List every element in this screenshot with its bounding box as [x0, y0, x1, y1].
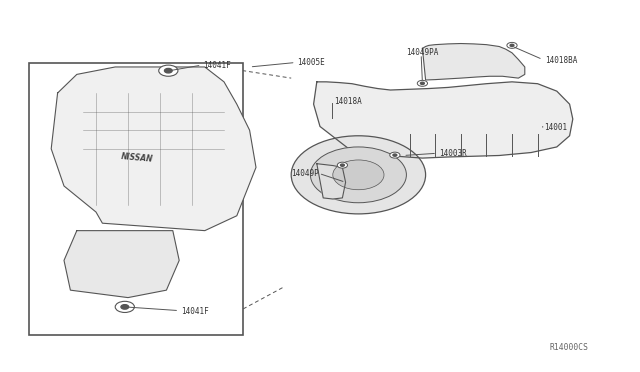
Text: 14041F: 14041F [204, 61, 231, 70]
Circle shape [510, 44, 514, 46]
Text: 14005E: 14005E [298, 58, 325, 67]
Text: 14018A: 14018A [334, 97, 362, 106]
Circle shape [393, 154, 397, 156]
Text: 14049PA: 14049PA [406, 48, 439, 57]
Text: 14049P: 14049P [291, 169, 319, 178]
Circle shape [159, 65, 178, 76]
Circle shape [420, 82, 424, 84]
FancyBboxPatch shape [29, 63, 243, 335]
Text: 14041F: 14041F [181, 307, 209, 316]
Polygon shape [51, 67, 256, 231]
Circle shape [337, 162, 348, 168]
Text: 14003R: 14003R [439, 149, 467, 158]
Circle shape [507, 42, 517, 48]
Polygon shape [314, 82, 573, 158]
Circle shape [417, 80, 428, 86]
Text: NISSAN: NISSAN [121, 152, 154, 164]
Circle shape [164, 68, 172, 73]
Circle shape [333, 160, 384, 190]
Polygon shape [422, 44, 525, 80]
Polygon shape [317, 164, 346, 199]
Text: 14018BA: 14018BA [545, 56, 577, 65]
Polygon shape [64, 231, 179, 298]
Circle shape [121, 305, 129, 309]
Text: R14000CS: R14000CS [550, 343, 589, 352]
Circle shape [340, 164, 344, 166]
Circle shape [115, 301, 134, 312]
Circle shape [310, 147, 406, 203]
Text: 14001: 14001 [544, 123, 567, 132]
Circle shape [390, 152, 400, 158]
Circle shape [291, 136, 426, 214]
